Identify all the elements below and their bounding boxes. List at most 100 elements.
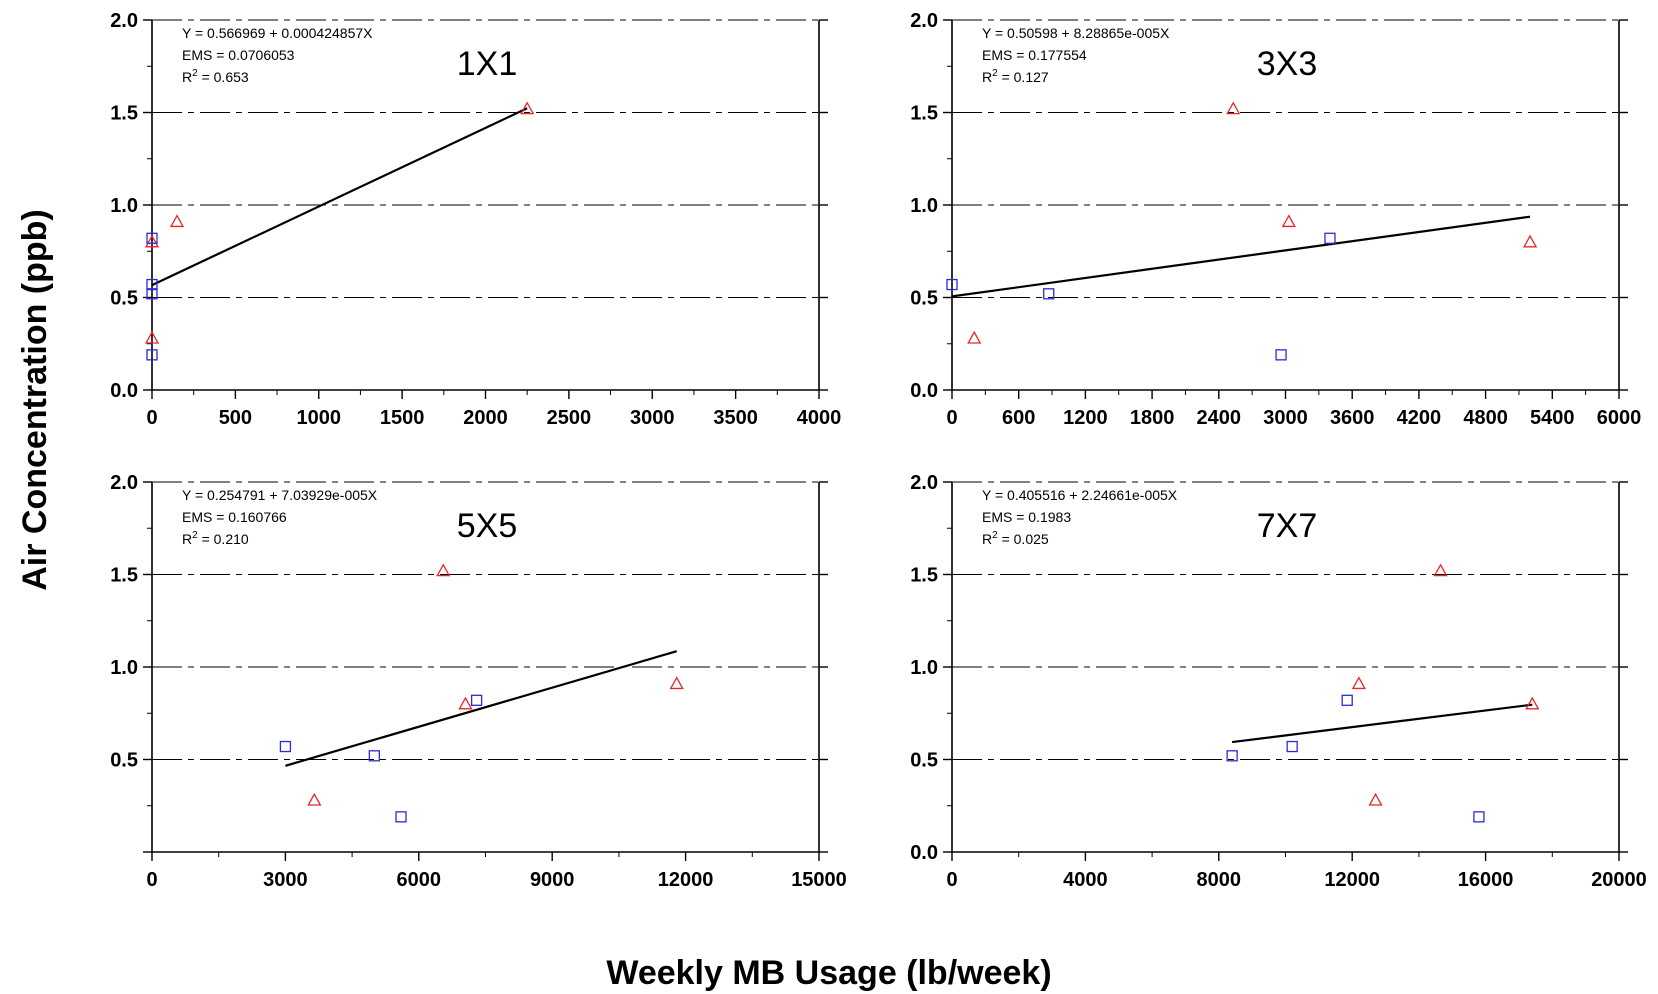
y-tick-label: 0.5 [110,750,138,772]
triangle-point [144,330,160,344]
y-tick-label: 1.0 [110,195,138,217]
x-tick-label: 4200 [1397,407,1442,429]
panel-1x1: 0.0 0.5 1.0 1.5 2.0 0 500 1000 1500 2000 2500 3000 3… [110,10,841,429]
panel-7x7: 0.0 0.5 1.0 1.5 2.0 0 4000 8000 12000 16000 20000 Y… [910,472,1647,891]
x-tick-label: 6000 [1597,407,1642,429]
triangle-point [1351,676,1366,690]
panel-title: 3X3 [1257,45,1318,83]
triangle-point [307,792,322,806]
x-tick-label: 3000 [1263,407,1308,429]
triangle-point [1226,101,1241,115]
x-tick-label: 1500 [380,407,425,429]
x-tick-label: 0 [946,869,957,891]
x-tick-label: 3000 [263,869,308,891]
square-point [1473,811,1485,823]
triangle-point [436,563,451,577]
triangle-point [169,214,185,228]
y-tick-label: 0.0 [910,842,938,864]
r2-text: R2 = 0.653 [182,68,249,85]
equation-text: Y = 0.254791 + 7.03929e-005X [182,487,378,503]
panel-5x5: 0.5 1.0 1.5 2.0 0 3000 6000 9000 12000 15000 Y = 0… [110,472,847,891]
x-tick-label: 4800 [1463,407,1508,429]
square-point [146,288,158,300]
square-point [1324,232,1336,244]
x-tick-label: 0 [146,869,157,891]
x-tick-label: 0 [146,407,157,429]
triangle-point [1368,792,1383,806]
y-tick-label: 1.5 [110,565,138,587]
y-axis-label: Air Concentration (ppb) [16,209,54,591]
fit-line [951,215,1531,298]
y-tick-label: 1.0 [910,195,938,217]
x-tick-label: 2500 [547,407,592,429]
x-tick-label: 6000 [397,869,442,891]
x-axis-label: Weekly MB Usage (lb/week) [606,954,1051,992]
square-point [146,349,158,361]
square-point [279,740,292,753]
r2-text: R2 = 0.025 [982,530,1049,547]
y-tick-label: 2.0 [110,10,138,32]
x-tick-label: 15000 [791,869,847,891]
x-tick-label: 12000 [658,869,714,891]
ems-text: EMS = 0.1983 [982,509,1071,525]
y-tick-label: 0.0 [910,380,938,402]
equation-text: Y = 0.566969 + 0.000424857X [182,25,373,41]
r2-text: R2 = 0.127 [982,68,1049,85]
triangle-point [144,234,160,248]
x-tick-label: 2400 [1197,407,1242,429]
square-point [1043,288,1055,300]
y-tick-label: 1.5 [110,103,138,125]
ems-text: EMS = 0.0706053 [182,47,295,63]
x-tick-label: 16000 [1458,869,1514,891]
x-tick-label: 5400 [1530,407,1575,429]
fit-line [1232,703,1533,744]
x-tick-label: 1000 [297,407,342,429]
x-tick-label: 3600 [1330,407,1375,429]
triangle-point [669,676,684,690]
x-tick-label: 500 [219,407,252,429]
square-point [395,811,407,823]
y-tick-label: 2.0 [910,472,938,494]
equation-text: Y = 0.405516 + 2.24661e-005X [982,487,1178,503]
y-tick-label: 0.5 [910,750,938,772]
x-tick-label: 2000 [463,407,508,429]
y-tick-label: 1.0 [110,657,138,679]
x-tick-label: 4000 [1063,869,1108,891]
square-point [146,232,158,244]
panel-title: 1X1 [457,45,518,83]
y-tick-label: 1.0 [910,657,938,679]
y-tick-label: 0.0 [110,380,138,402]
ems-text: EMS = 0.177554 [982,47,1087,63]
x-tick-label: 1200 [1063,407,1108,429]
x-tick-label: 1800 [1130,407,1175,429]
square-point [1341,694,1353,706]
x-tick-label: 3500 [713,407,758,429]
x-tick-label: 600 [1002,407,1035,429]
x-tick-label: 12000 [1324,869,1380,891]
square-point [368,750,380,762]
triangle-point [967,330,982,344]
square-point [1226,750,1238,762]
fit-line [151,107,528,287]
y-tick-label: 2.0 [110,472,138,494]
triangle-point [520,101,535,115]
panel-3x3: 0.0 0.5 1.0 1.5 2.0 0 600 1200 1800 2400 3000 3600 4… [910,10,1641,429]
y-tick-label: 1.5 [910,103,938,125]
x-tick-label: 8000 [1197,869,1242,891]
y-tick-label: 2.0 [910,10,938,32]
y-tick-label: 0.5 [110,288,138,310]
triangle-point [1522,234,1538,248]
triangle-point [1433,563,1448,577]
triangle-point [1525,696,1540,710]
square-point [470,694,483,706]
fit-line [285,650,678,767]
y-tick-label: 1.5 [910,565,938,587]
equation-text: Y = 0.50598 + 8.28865e-005X [982,25,1170,41]
triangle-point [1281,214,1296,228]
panel-title: 7X7 [1257,507,1318,545]
square-point [146,278,158,291]
x-tick-label: 4000 [797,407,842,429]
square-point [1275,349,1287,361]
x-tick-label: 9000 [530,869,575,891]
